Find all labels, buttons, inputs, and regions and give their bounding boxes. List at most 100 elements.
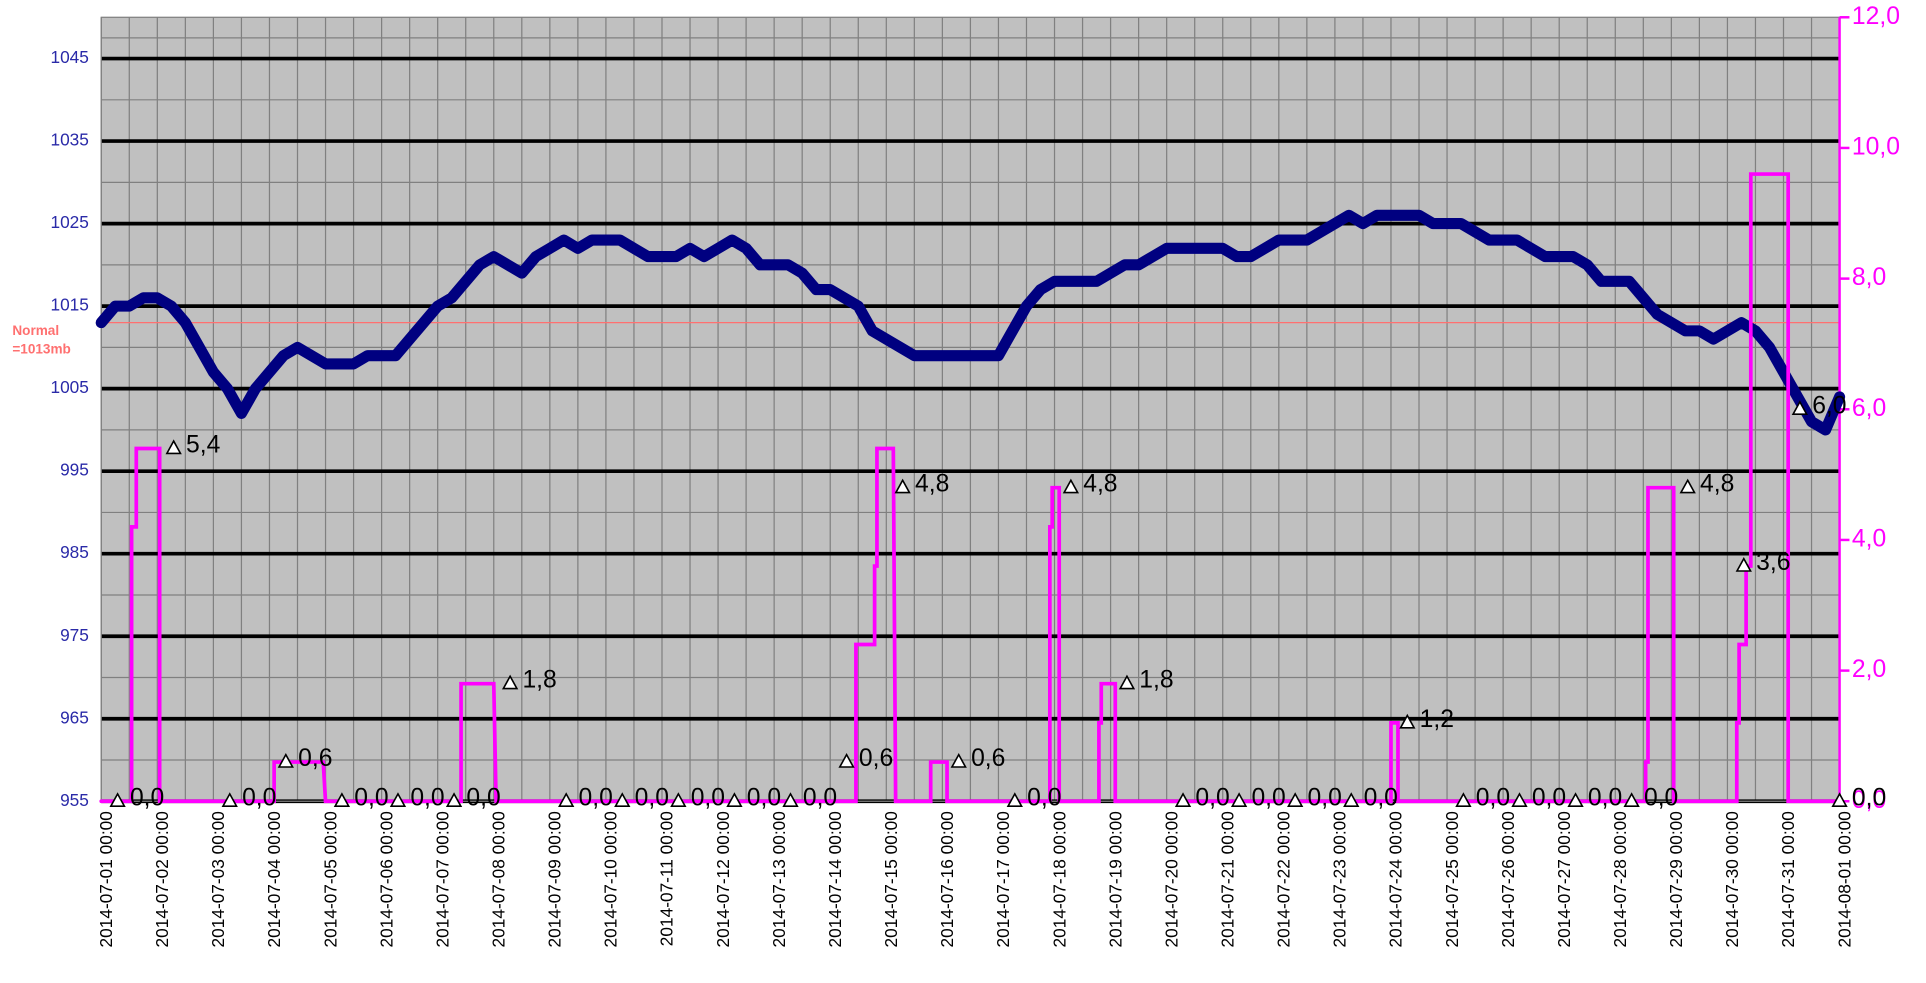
data-label: 0,0	[354, 784, 388, 811]
data-point	[1511, 792, 1528, 808]
data-label: 0,6	[859, 745, 893, 772]
data-point	[1679, 478, 1696, 494]
data-point	[1174, 792, 1192, 808]
data-label: 0,0	[466, 784, 500, 811]
data-label: 1,8	[1139, 667, 1173, 694]
y2-tick-label: 12,0	[1852, 3, 1900, 30]
data-point	[894, 478, 911, 494]
data-label: 0,0	[1532, 784, 1566, 811]
x-tick-label: 2014-07-11 00:00	[657, 811, 677, 946]
data-label: 0,0	[1308, 784, 1342, 811]
data-label: 0,0	[410, 784, 444, 811]
y-tick-label: 995	[60, 460, 89, 480]
y-tick-label: 1005	[50, 377, 88, 397]
data-label: 0,0	[1476, 784, 1510, 811]
y2-tick-label: 10,0	[1852, 133, 1900, 160]
data-label: 0,0	[242, 784, 276, 811]
data-point	[1006, 792, 1023, 808]
x-tick-label: 2014-07-03 00:00	[208, 811, 228, 947]
reference-label: Normal	[12, 323, 59, 338]
x-tick-label: 2014-07-23 00:00	[1330, 811, 1350, 947]
x-tick-label: 2014-07-15 00:00	[881, 811, 901, 947]
x-tick-label: 2014-07-12 00:00	[713, 811, 733, 947]
x-tick-label: 2014-07-01 00:00	[96, 811, 116, 947]
x-tick-label: 2014-07-16 00:00	[937, 811, 957, 947]
x-tick-label: 2014-07-08 00:00	[489, 811, 509, 947]
data-label: 0,0	[130, 784, 164, 811]
data-point	[838, 752, 855, 768]
data-label: 0,0	[1364, 784, 1398, 811]
y-tick-label: 1045	[50, 47, 88, 67]
data-point	[558, 792, 575, 808]
data-label: 0,0	[803, 784, 837, 811]
data-label: 5,4	[186, 432, 220, 459]
pressure-line	[95, 209, 1846, 436]
data-label: 0,0	[1251, 784, 1285, 811]
x-tick-label: 2014-07-06 00:00	[376, 811, 396, 947]
data-point	[1567, 792, 1584, 808]
data-label: 0,0	[1588, 784, 1622, 811]
data-point	[277, 752, 294, 768]
data-point	[1623, 792, 1640, 808]
y2-tick-label: 0,0	[1852, 787, 1886, 814]
data-point	[109, 792, 126, 808]
x-tick-label: 2014-07-07 00:00	[432, 811, 452, 947]
precipitation-line	[99, 172, 1842, 804]
data-label: 0,0	[635, 784, 669, 811]
x-tick-label: 2014-07-13 00:00	[769, 811, 789, 947]
x-tick-label: 2014-07-20 00:00	[1161, 811, 1181, 947]
data-point	[165, 439, 182, 455]
x-tick-label: 2014-07-09 00:00	[545, 811, 565, 947]
x-tick-label: 2014-07-31 00:00	[1778, 811, 1798, 947]
data-point	[1287, 792, 1304, 808]
data-label: 4,8	[1083, 471, 1117, 498]
x-tick-label: 2014-07-14 00:00	[825, 811, 845, 947]
data-point	[1343, 792, 1360, 808]
data-label: 0,0	[747, 784, 781, 811]
x-tick-label: 2014-07-17 00:00	[993, 811, 1013, 947]
y2-tick-label: 2,0	[1852, 656, 1886, 683]
data-point	[221, 792, 238, 808]
x-tick-label: 2014-08-01 00:00	[1834, 811, 1854, 947]
x-tick-label: 2014-07-19 00:00	[1105, 811, 1125, 947]
x-tick-label: 2014-07-30 00:00	[1722, 811, 1742, 947]
data-label: 1,8	[522, 667, 556, 694]
x-tick-label: 2014-07-21 00:00	[1217, 811, 1237, 947]
data-label: 1,2	[1420, 706, 1454, 733]
data-point	[445, 792, 463, 808]
y-tick-label: 965	[60, 707, 89, 727]
data-point	[1399, 713, 1416, 729]
x-tick-label: 2014-07-24 00:00	[1386, 811, 1406, 947]
data-point	[501, 674, 519, 690]
data-point	[950, 752, 967, 768]
x-tick-label: 2014-07-27 00:00	[1554, 811, 1574, 947]
data-label: 0,0	[691, 784, 725, 811]
data-point	[1791, 400, 1809, 416]
data-point	[1062, 478, 1080, 494]
y-tick-label: 1025	[50, 212, 88, 232]
y-tick-label: 975	[60, 625, 89, 645]
data-point	[1118, 674, 1136, 690]
data-label: 6,0	[1812, 392, 1846, 419]
x-tick-label: 2014-07-05 00:00	[320, 811, 340, 947]
data-point	[726, 792, 743, 808]
y-tick-label: 955	[60, 790, 89, 810]
y-tick-label: 985	[60, 542, 89, 562]
x-tick-label: 2014-07-02 00:00	[152, 811, 172, 947]
data-point	[670, 792, 687, 808]
data-label: 0,6	[971, 745, 1005, 772]
x-tick-label: 2014-07-28 00:00	[1610, 811, 1630, 947]
data-label: 4,8	[915, 471, 949, 498]
x-tick-label: 2014-07-29 00:00	[1666, 811, 1686, 947]
data-point	[389, 792, 407, 808]
x-tick-label: 2014-07-22 00:00	[1274, 811, 1294, 947]
data-point	[1230, 792, 1248, 808]
y2-tick-label: 4,0	[1852, 525, 1886, 552]
data-label: 0,6	[298, 745, 332, 772]
data-point	[1735, 556, 1752, 572]
data-label: 0,0	[1195, 784, 1229, 811]
x-tick-label: 2014-07-26 00:00	[1498, 811, 1518, 947]
x-tick-label: 2014-07-04 00:00	[264, 811, 284, 947]
